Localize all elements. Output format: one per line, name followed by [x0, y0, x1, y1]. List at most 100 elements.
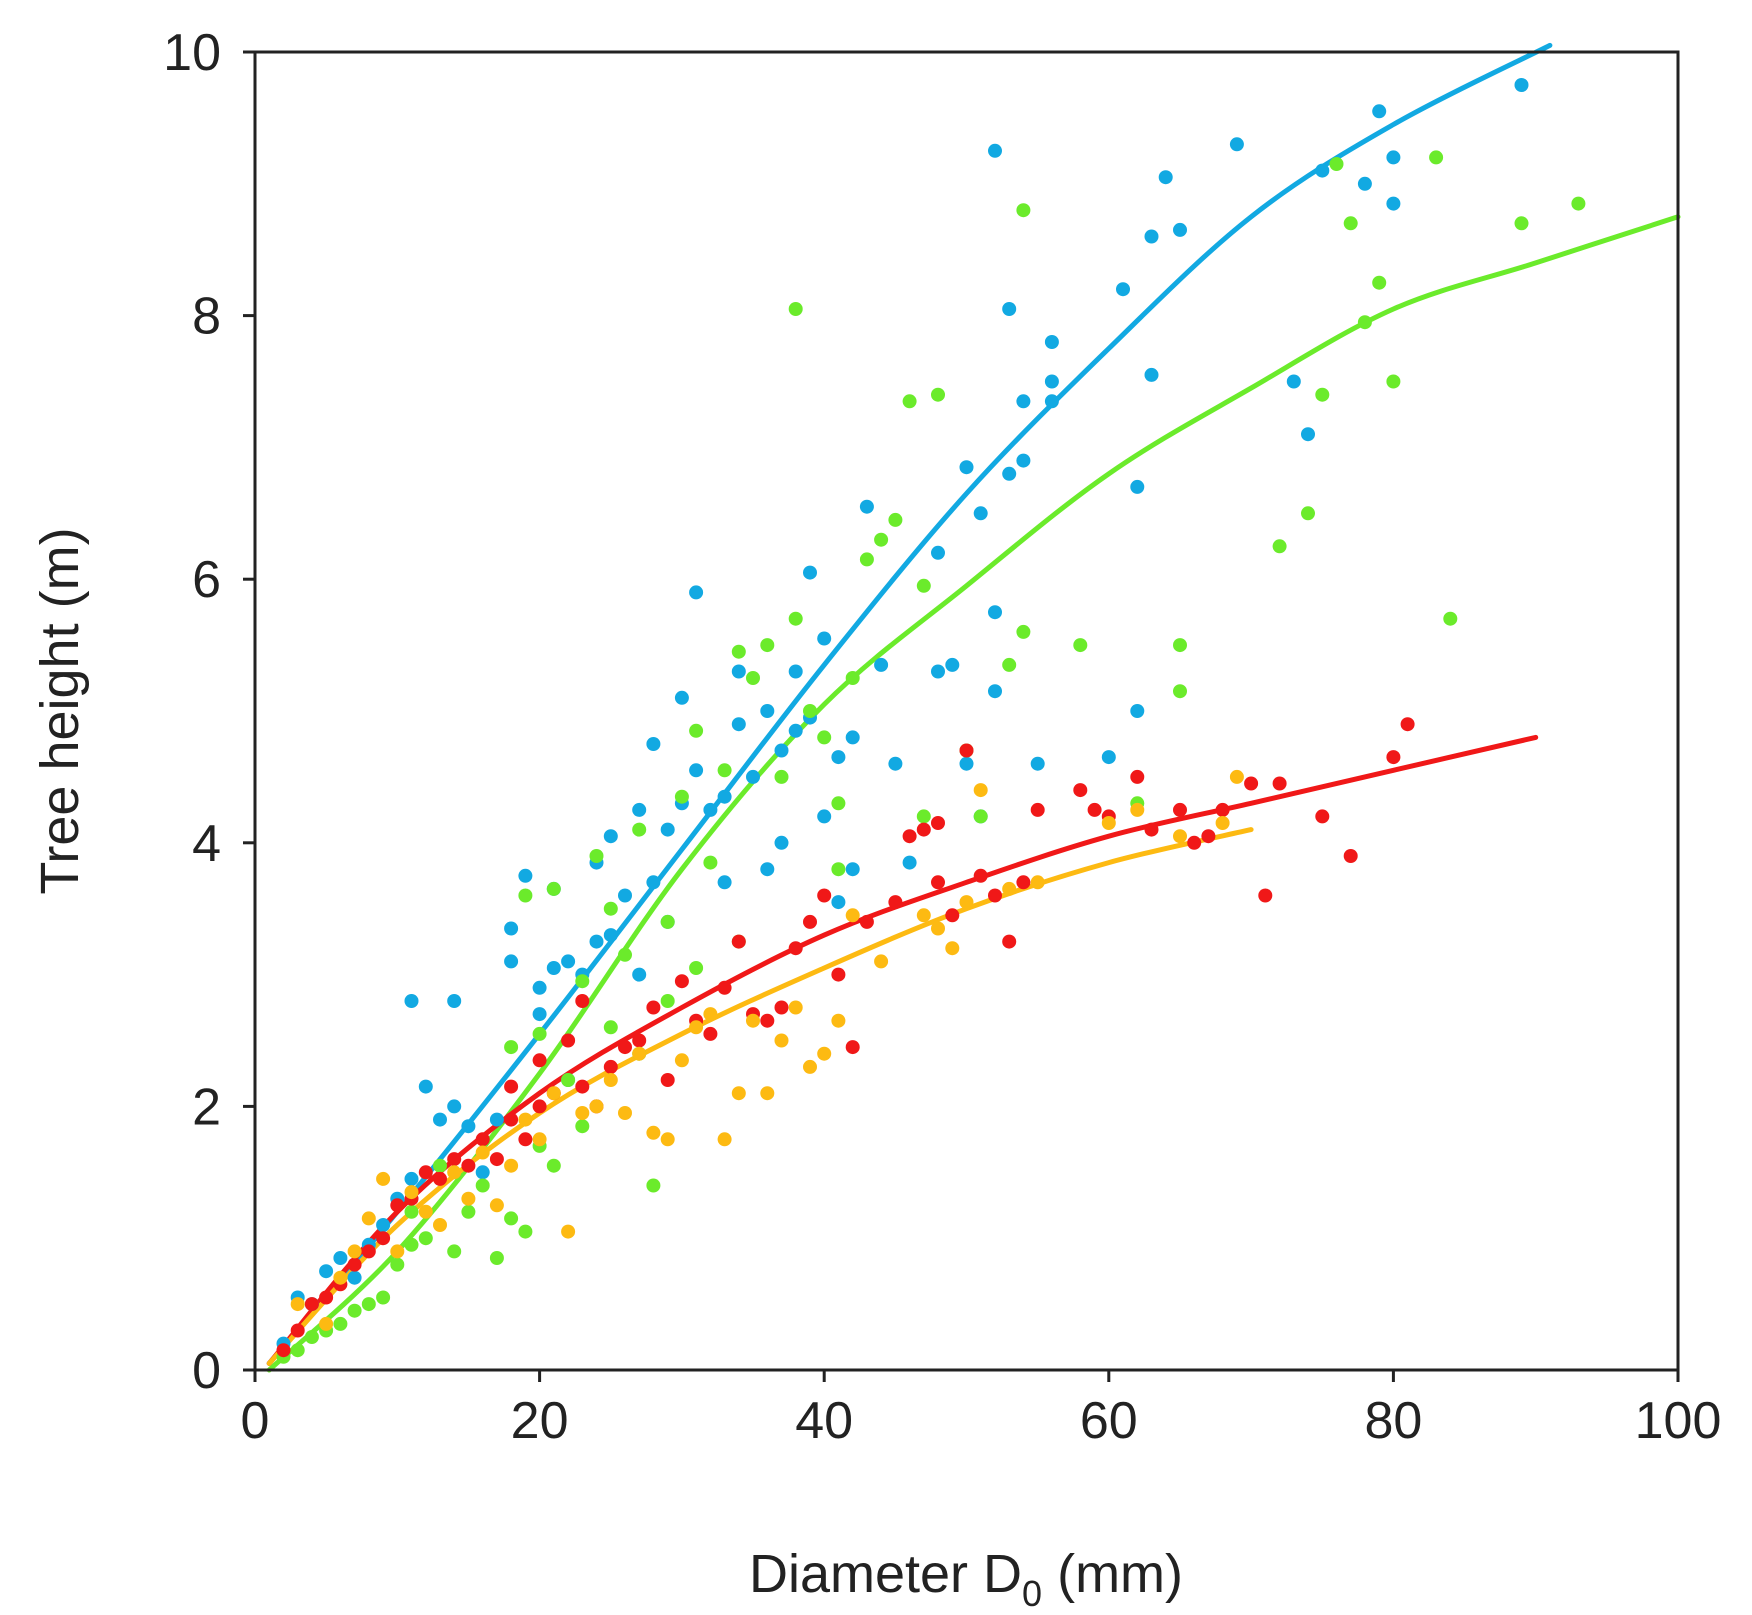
data-point-yellow — [1030, 875, 1045, 890]
data-point-green — [916, 578, 931, 593]
data-point-yellow — [1101, 816, 1116, 830]
data-point-red — [1030, 802, 1045, 817]
data-point-red — [674, 974, 689, 989]
data-point-red — [475, 1132, 490, 1147]
data-point-blue — [660, 822, 675, 837]
data-point-green — [418, 1231, 433, 1246]
x-axis-title-main: Diameter D — [749, 1544, 1022, 1604]
data-point-green — [1329, 157, 1344, 171]
data-point-red — [760, 1013, 775, 1028]
data-point-red — [1073, 783, 1088, 798]
data-point-green — [404, 1204, 419, 1219]
data-point-green — [546, 881, 561, 896]
data-point-blue — [1357, 176, 1372, 191]
data-point-red — [433, 1171, 447, 1186]
data-point-blue — [1130, 704, 1145, 718]
data-point-yellow — [475, 1145, 490, 1160]
data-point-green — [1357, 315, 1372, 330]
data-point-green — [504, 1040, 519, 1055]
data-point-yellow — [390, 1244, 405, 1259]
data-point-blue — [931, 545, 945, 560]
data-point-red — [1400, 717, 1415, 732]
series-blue — [276, 78, 1529, 1351]
data-point-blue — [731, 717, 746, 732]
data-point-green — [518, 1224, 533, 1239]
data-point-green — [888, 512, 903, 527]
data-point-red — [603, 1059, 618, 1074]
data-point-red — [931, 816, 945, 830]
data-point-blue — [504, 954, 519, 969]
data-point-blue — [518, 868, 533, 883]
data-point-blue — [404, 1171, 419, 1186]
fit-line-blue — [266, 42, 1553, 1366]
data-point-yellow — [404, 1185, 419, 1200]
data-point-blue — [1286, 374, 1301, 389]
plot-frame — [253, 50, 1680, 1372]
data-point-yellow — [788, 1000, 803, 1015]
data-point-green — [689, 961, 704, 975]
data-point-blue — [1016, 394, 1031, 409]
data-point-blue — [689, 585, 704, 600]
data-point-green — [447, 1244, 462, 1259]
data-point-blue — [931, 664, 945, 679]
data-point-blue — [603, 829, 618, 844]
data-point-red — [575, 994, 590, 1008]
data-point-green — [1002, 657, 1017, 672]
data-point-green — [1571, 196, 1586, 211]
data-point-blue — [731, 664, 746, 679]
data-point-red — [1386, 750, 1401, 765]
data-point-green — [1301, 506, 1315, 521]
data-point-green — [774, 769, 789, 784]
data-point-red — [347, 1257, 362, 1272]
data-point-blue — [817, 809, 832, 824]
data-point-green — [575, 1119, 590, 1134]
data-point-green — [973, 809, 988, 824]
data-point-yellow — [532, 1132, 547, 1147]
data-point-blue — [333, 1251, 348, 1265]
data-point-green — [290, 1343, 305, 1358]
data-point-blue — [973, 506, 988, 521]
data-point-green — [845, 671, 860, 685]
data-point-yellow — [319, 1316, 334, 1331]
data-point-blue — [632, 802, 647, 817]
data-point-red — [532, 1099, 547, 1114]
data-point-green — [788, 611, 803, 626]
data-point-green — [518, 888, 533, 903]
data-point-red — [660, 1073, 675, 1087]
y-tick-label: 2 — [192, 1078, 221, 1136]
data-point-blue — [618, 888, 632, 903]
data-point-blue — [489, 1112, 504, 1127]
data-point-blue — [433, 1112, 447, 1127]
data-point-blue — [589, 934, 604, 949]
data-point-blue — [447, 1099, 462, 1114]
data-point-red — [504, 1112, 519, 1127]
data-point-blue — [859, 499, 874, 514]
data-point-yellow — [646, 1125, 661, 1140]
data-point-red — [618, 1040, 632, 1055]
series-green — [276, 150, 1586, 1364]
data-point-yellow — [333, 1270, 348, 1285]
data-point-red — [831, 967, 846, 982]
data-point-red — [1201, 829, 1216, 844]
data-point-red — [717, 980, 732, 995]
data-point-blue — [817, 631, 832, 646]
data-point-blue — [1229, 137, 1244, 152]
data-point-blue — [1144, 367, 1159, 382]
y-tick-label: 0 — [192, 1342, 221, 1400]
data-point-green — [504, 1211, 519, 1226]
data-point-red — [575, 1079, 590, 1094]
data-point-blue — [532, 980, 547, 995]
data-point-blue — [1002, 466, 1017, 481]
data-point-red — [1215, 802, 1230, 817]
data-point-green — [689, 723, 704, 738]
data-point-blue — [902, 855, 917, 870]
data-point-green — [546, 1158, 561, 1173]
data-point-red — [1087, 802, 1102, 817]
data-point-red — [731, 934, 746, 949]
data-point-yellow — [916, 908, 931, 923]
data-point-yellow — [746, 1013, 760, 1028]
data-point-green — [461, 1204, 476, 1219]
data-point-green — [674, 789, 689, 804]
data-point-blue — [1002, 302, 1017, 316]
data-point-blue — [874, 657, 889, 672]
